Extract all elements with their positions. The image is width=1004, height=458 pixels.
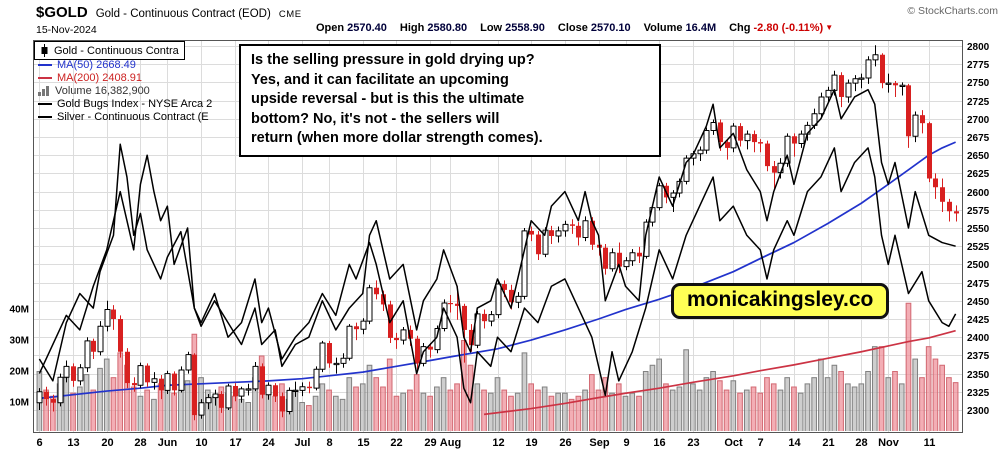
quote-strip: Open 2570.40 High 2580.80 Low 2558.90 Close…	[316, 22, 833, 34]
symbol: $GOLD	[36, 4, 88, 21]
legend-label: Gold - Continuous Contra	[54, 44, 179, 57]
legend-label: Gold Bugs Index - NYSE Arca 2	[57, 98, 213, 110]
ma50-line-icon	[38, 64, 52, 66]
annotation-line: bottom? No, it's not - the sellers will	[251, 110, 500, 127]
watermark-badge: monicakingsley.co	[671, 283, 890, 319]
quote-high: High 2580.80	[399, 22, 468, 34]
legend-label: Silver - Continuous Contract (E	[57, 111, 209, 123]
legend-row-gold: Gold - Continuous Contra	[34, 41, 185, 60]
quote-open: Open 2570.40	[316, 22, 387, 34]
silver-line-icon	[38, 116, 52, 118]
chart-header: $GOLD Gold - Continuous Contract (EOD) C…	[36, 4, 302, 21]
quote-close: Close 2570.10	[557, 22, 631, 34]
gold-bugs-line-icon	[38, 103, 52, 105]
exchange-label: CME	[278, 9, 302, 20]
candlestick-icon	[41, 44, 48, 57]
stockcharts-copyright: © StockCharts.com	[907, 5, 998, 17]
legend-label: MA(200) 2408.91	[57, 72, 142, 84]
annotation-line: Is the selling pressure in gold drying u…	[251, 52, 535, 68]
chart-title: Gold - Continuous Contract (EOD)	[95, 8, 271, 20]
volume-bars-icon	[38, 86, 49, 96]
quote-change: Chg -2.80 (-0.11%) ▼	[729, 22, 834, 34]
annotation-line: return (when more dollar strength comes)…	[251, 130, 543, 146]
legend-row-gold-bugs: Gold Bugs Index - NYSE Arca 2	[38, 98, 212, 110]
legend-row-ma200: MA(200) 2408.91	[38, 72, 142, 84]
quote-volume: Volume 16.4M	[643, 22, 717, 34]
legend-label: Volume 16,382,900	[55, 85, 150, 97]
annotation-callout: Is the selling pressure in gold drying u…	[239, 44, 661, 157]
quote-date: 15-Nov-2024	[36, 24, 97, 36]
annotation-line: upside reversal - but is this the ultima…	[251, 91, 525, 107]
legend-row-ma50: MA(50) 2668.49	[38, 59, 136, 71]
legend-label: MA(50) 2668.49	[57, 59, 136, 71]
chg-down-triangle-icon: ▼	[825, 23, 834, 32]
annotation-line: Yes, and it can facilitate an upcoming	[251, 71, 509, 88]
quote-low: Low 2558.90	[480, 22, 545, 34]
ma200-line-icon	[38, 77, 52, 79]
legend-row-silver: Silver - Continuous Contract (E	[38, 111, 209, 123]
legend-row-volume: Volume 16,382,900	[38, 85, 150, 97]
